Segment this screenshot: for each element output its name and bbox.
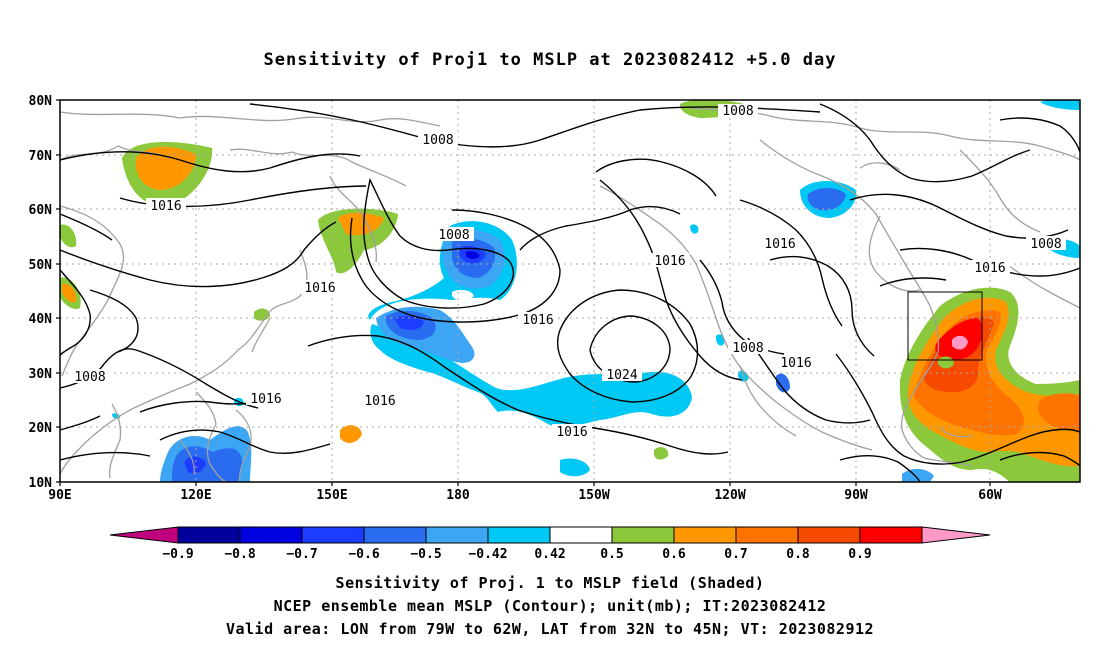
- negative-region: [716, 334, 725, 346]
- colorbar-segment: [549, 526, 613, 544]
- negative-region: [370, 324, 692, 428]
- positive-region: [135, 146, 196, 190]
- lon-label: 120W: [714, 488, 745, 503]
- colorbar-segment: [363, 526, 427, 544]
- colorbar-tick-label: −0.8: [224, 547, 255, 562]
- latitude-labels: 80N 70N 60N 50N 40N 30N 20N 10N: [29, 94, 53, 491]
- caption-line-3: Valid area: LON from 79W to 62W, LAT fro…: [225, 620, 875, 638]
- lon-label: 150E: [316, 488, 347, 503]
- colorbar-segment: [425, 526, 489, 544]
- contour-labels: 1008 1016 1008 1016 1016 1008 1016 1016 …: [70, 104, 1066, 440]
- negative-region: [807, 188, 846, 211]
- sensitivity-shading: [60, 100, 1080, 482]
- map-title: Sensitivity of Proj1 to MSLP at 20230824…: [263, 50, 837, 70]
- contour-label: 1016: [522, 313, 553, 328]
- lon-label: 150W: [578, 488, 609, 503]
- map-frame: [59, 99, 1081, 483]
- colorbar-segment: [239, 526, 303, 544]
- colorbar-segment: [109, 526, 179, 544]
- lat-label: 40N: [29, 312, 53, 327]
- lon-label: 90E: [48, 488, 71, 503]
- negative-region: [776, 373, 790, 393]
- colorbar-segment: [859, 526, 923, 544]
- caption-line-1: Sensitivity of Proj. 1 to MSLP field (Sh…: [335, 574, 765, 592]
- colorbar-segment: [735, 526, 799, 544]
- contour-label: 1016: [250, 392, 281, 407]
- colorbar-tick-label: −0.6: [348, 547, 379, 562]
- graticule: [60, 100, 1080, 482]
- colorbar-labels: −0.9 −0.8 −0.7 −0.6 −0.5 −0.42 0.42 0.5 0.6 0.7 0.…: [162, 547, 871, 562]
- caption-line-2: NCEP ensemble mean MSLP (Contour); unit(…: [273, 597, 827, 615]
- contour-label: 1016: [304, 281, 335, 296]
- positive-region: [338, 212, 384, 236]
- contour-label: 1008: [74, 370, 105, 385]
- lon-label: 180: [446, 488, 470, 503]
- contour-label: 1008: [722, 104, 753, 119]
- colorbar-segment: [921, 526, 991, 544]
- colorbar-tick-label: 0.7: [724, 547, 747, 562]
- positive-region: [1037, 393, 1080, 431]
- colorbar-tick-label: −0.9: [162, 547, 193, 562]
- colorbar-tick-label: −0.42: [468, 547, 507, 562]
- axis-ticks: [56, 99, 991, 486]
- colorbar-segment: [673, 526, 737, 544]
- negative-region: [466, 251, 480, 259]
- lon-label: 120E: [180, 488, 211, 503]
- colorbar-tick-label: 0.9: [848, 547, 871, 562]
- colorbar-tick-label: 0.6: [662, 547, 686, 562]
- colorbar-tick-label: 0.42: [534, 547, 565, 562]
- valid-area-box: [907, 291, 983, 361]
- lat-label: 50N: [29, 258, 53, 273]
- lat-label: 70N: [29, 149, 53, 164]
- coastlines: [60, 105, 1080, 482]
- contour-label: 1008: [438, 228, 469, 243]
- lat-label: 20N: [29, 421, 53, 436]
- contour-label: 1016: [556, 425, 587, 440]
- contour-label: 1016: [364, 394, 395, 409]
- negative-region: [690, 224, 699, 234]
- lat-label: 80N: [29, 94, 53, 109]
- contour-label: 1016: [654, 254, 685, 269]
- colorbar-segment: [301, 526, 365, 544]
- negative-region: [560, 458, 590, 477]
- positive-region: [62, 283, 77, 303]
- colorbar-segment: [797, 526, 861, 544]
- longitude-labels: 90E 120E 150E 180 150W 120W 90W 60W: [48, 488, 1002, 503]
- negative-region: [394, 315, 424, 330]
- contour-label: 1016: [974, 261, 1005, 276]
- colorbar-segment: [177, 526, 241, 544]
- positive-region: [654, 447, 669, 460]
- negative-region: [184, 456, 206, 474]
- lat-label: 30N: [29, 367, 53, 382]
- colorbar-tick-label: −0.5: [410, 547, 441, 562]
- mslp-contours: [60, 103, 1080, 482]
- negative-region: [1040, 100, 1080, 110]
- colorbar-tick-label: 0.8: [786, 547, 810, 562]
- colorbar: [109, 526, 991, 544]
- contour-label: 1024: [606, 368, 637, 383]
- colorbar-segment: [487, 526, 551, 544]
- lon-label: 60W: [978, 488, 1002, 503]
- contour-label: 1016: [780, 356, 811, 371]
- contour-label: 1016: [150, 199, 181, 214]
- contour-label: 1016: [764, 237, 795, 252]
- lat-label: 10N: [29, 476, 53, 491]
- positive-region: [60, 224, 77, 248]
- lat-label: 60N: [29, 203, 53, 218]
- lon-label: 90W: [844, 488, 868, 503]
- contour-label: 1008: [1030, 237, 1061, 252]
- positive-region: [952, 335, 968, 350]
- contour-label: 1008: [422, 133, 453, 148]
- positive-region: [340, 425, 362, 443]
- colorbar-tick-label: −0.7: [286, 547, 317, 562]
- contour-label: 1008: [732, 341, 763, 356]
- negative-region: [902, 468, 934, 482]
- colorbar-segment: [611, 526, 675, 544]
- colorbar-tick-label: 0.5: [600, 547, 623, 562]
